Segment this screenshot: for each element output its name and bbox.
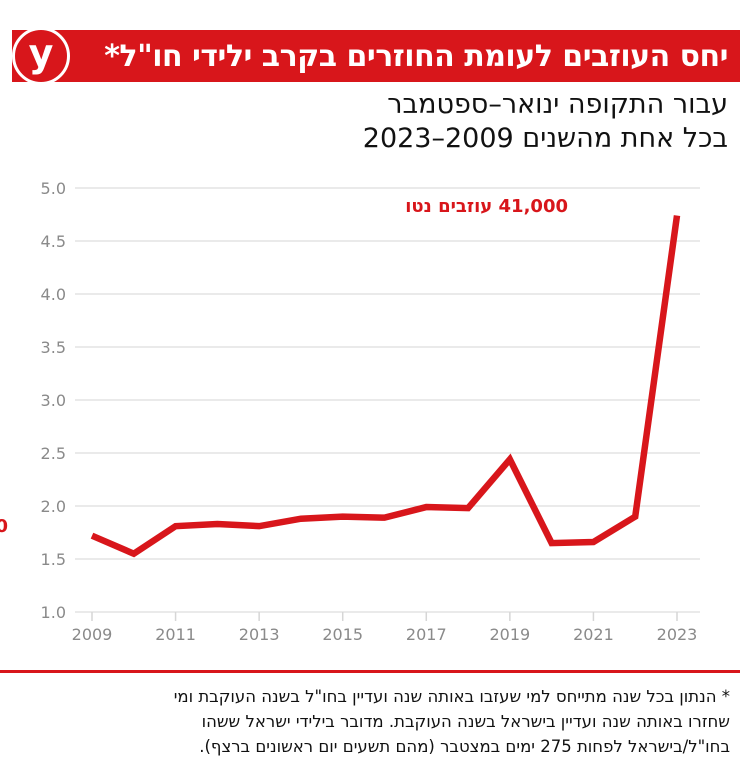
x-tick-label: 2019: [489, 625, 530, 644]
x-tick-label: 2013: [239, 625, 280, 644]
y-tick-label: 2.0: [41, 497, 66, 516]
footnote: * הנתון בכל שנה מתייחס למי שעזבו באותה ש…: [10, 684, 730, 759]
line-chart: 1.0 1.5 2.0 2.5 3.0 3.5 4.0 4.5 5.0 2009 2011 2013 2…: [0, 179, 700, 644]
chart-title: יחס העוזבים לעומת החוזרים בקרב ילידי חו"…: [104, 38, 728, 74]
series-line: [90, 215, 681, 558]
x-tick-label: 2017: [406, 625, 447, 644]
footnote-divider: [0, 670, 740, 673]
y-tick-label: 4.5: [41, 232, 66, 251]
annotation-2023: 41,000 עוזבים נטו: [405, 196, 568, 217]
x-tick-label: 2021: [573, 625, 614, 644]
y-tick-label: 5.0: [41, 179, 66, 198]
y-tick-label: 4.0: [41, 285, 66, 304]
x-tick-label: 2009: [72, 625, 113, 644]
logo-letter: y: [28, 31, 54, 75]
title-banner: יחס העוזבים לעומת החוזרים בקרב ילידי חו"…: [12, 27, 740, 85]
footnote-line-3: בחו"ל/בישראל לפחות 275 ימים במצטבר (מהם …: [199, 737, 730, 756]
chart-subtitle: עבור התקופה ינואר–ספטמבר בכל אחת מהשנים …: [128, 88, 728, 156]
footnote-line-2: שחזרו באותה שנה ועדיין בישראל בשנה העוקב…: [201, 712, 730, 731]
x-tick-label: 2011: [155, 625, 196, 644]
y-tick-label: 1.5: [41, 550, 66, 569]
ynet-logo: y: [12, 27, 70, 85]
subtitle-line-1: עבור התקופה ינואר–ספטמבר: [387, 89, 728, 120]
annotation-2009: 12,800 עוזבים נטו: [0, 516, 8, 537]
footnote-line-1: * הנתון בכל שנה מתייחס למי שעזבו באותה ש…: [173, 687, 730, 706]
x-tick-label: 2015: [322, 625, 363, 644]
subtitle-line-2: בכל אחת מהשנים 2009–2023: [362, 123, 728, 154]
y-tick-label: 1.0: [41, 603, 66, 622]
y-tick-label: 3.0: [41, 391, 66, 410]
y-tick-label: 3.5: [41, 338, 66, 357]
x-tick-label: 2023: [657, 625, 698, 644]
y-tick-label: 2.5: [41, 444, 66, 463]
